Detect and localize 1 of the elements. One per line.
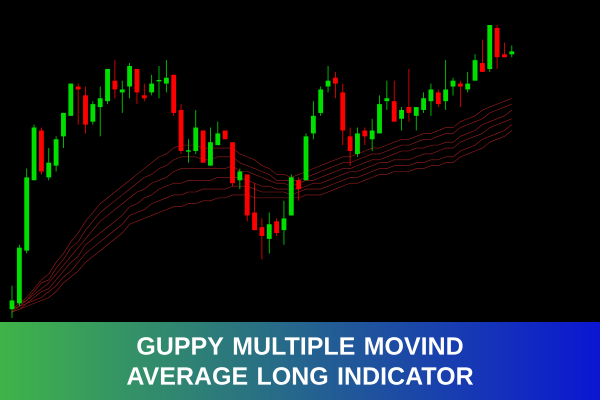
text: GUPPY MULTIPLE MOVIND AVERAGE LONG INDICATOR bbox=[127, 337, 474, 385]
